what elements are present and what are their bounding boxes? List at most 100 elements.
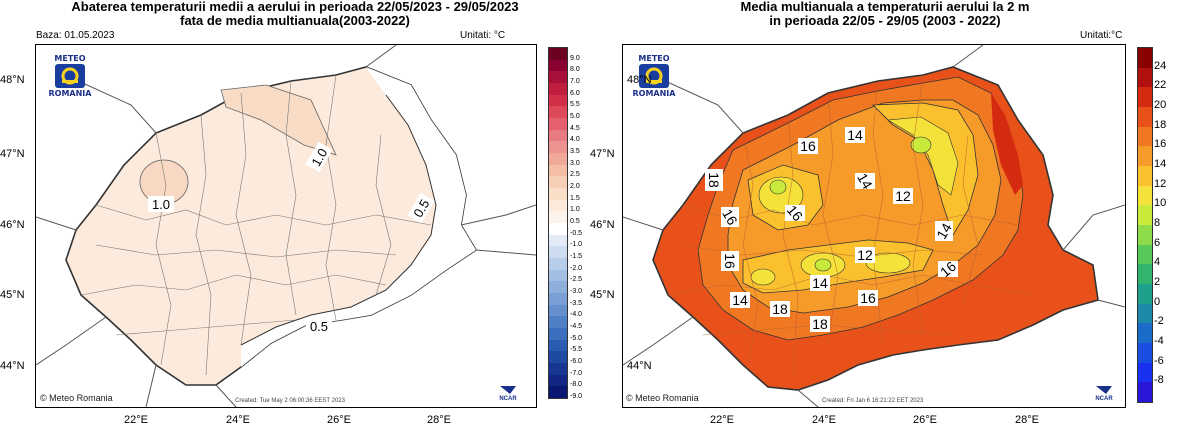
copyright-label: © Meteo Romania — [40, 393, 113, 403]
ncar-icon — [1096, 386, 1112, 394]
colorbar-cell — [1138, 67, 1152, 88]
map-title-line1: Media multianuala a temperaturii aerului… — [740, 0, 1030, 14]
low-anomaly-region — [241, 67, 476, 367]
colorbar-cell — [549, 59, 567, 72]
colorbar-cell — [549, 339, 567, 352]
colorbar-tick-label: 10 — [1154, 197, 1167, 210]
colorbar-tick-label: -4.5 — [570, 323, 583, 330]
colorbar-cell — [549, 269, 567, 282]
map-title-line2: in perioada 22/05 - 29/05 (2003 - 2022) — [769, 13, 1001, 28]
contour-label: 12 — [895, 188, 911, 204]
colorbar-cell — [549, 258, 567, 271]
colorbar-cell — [1138, 166, 1152, 187]
anomaly-map-svg: 1.0 1.0 0.5 0.5 — [36, 45, 536, 407]
logo-icon — [639, 64, 669, 88]
lon-label: 24°E — [226, 414, 250, 426]
colorbar-tick-label: 1.0 — [570, 206, 580, 214]
colorbar-cell — [1138, 362, 1152, 383]
colorbar-cell — [549, 281, 567, 294]
colorbar-tick-label: 14 — [1154, 158, 1167, 170]
colorbar-cell — [549, 363, 567, 376]
colorbar-tick-label: -5.5 — [570, 346, 583, 354]
colorbar-tick-label: -1.0 — [570, 241, 583, 249]
colorbar-tick-label: -7.0 — [570, 369, 583, 377]
contour-label: 18 — [706, 172, 722, 188]
colorbar-cell — [549, 199, 567, 212]
colorbar-tick-label: 0 — [1154, 295, 1161, 308]
colorbar-cell — [549, 293, 567, 306]
contour-label: 14 — [847, 127, 863, 143]
contour-label: 14 — [854, 170, 876, 192]
contour-label: 18 — [812, 316, 828, 332]
colorbar-tick-label: -6.0 — [570, 358, 583, 365]
colorbar-cell — [1138, 225, 1152, 246]
colorbar-cell — [1138, 107, 1152, 128]
colorbar-cell — [549, 83, 567, 96]
colorbar-tick-label: 4.5 — [570, 124, 580, 132]
colorbar-tick-label: -2.5 — [570, 276, 583, 284]
ncar-icon — [500, 386, 516, 394]
colorbar-tick-label: 7.0 — [570, 78, 580, 85]
colorbar-cell — [1138, 264, 1152, 285]
lat-label: 44°N — [0, 360, 25, 372]
ncar-logo: NCAR — [499, 384, 517, 402]
zone-10-12 — [750, 268, 776, 286]
colorbar-tick-label: 8.0 — [570, 66, 580, 74]
colorbar-cell — [549, 351, 567, 364]
colorbar-tick-label: 2 — [1154, 276, 1161, 288]
colorbar-cell — [549, 71, 567, 84]
colorbar-cell — [1138, 185, 1152, 206]
mean-temperature-map-panel: Media multianuala a temperaturii aerului… — [590, 0, 1179, 432]
colorbar-cell — [1138, 126, 1152, 147]
units-label: Unitati:°C — [1080, 30, 1123, 41]
colorbar-cell — [1138, 244, 1152, 265]
zone-8-10 — [814, 258, 832, 272]
mean-temperature-map-svg: 14 16 18 16 16 14 12 14 16 12 — [623, 45, 1125, 407]
lon-label: 26°E — [327, 414, 351, 426]
colorbar-tick-label: 22 — [1154, 79, 1167, 92]
colorbar-tick-label: 12 — [1154, 177, 1167, 190]
colorbar-tick-label: -4 — [1154, 335, 1164, 347]
colorbar-cell — [549, 223, 567, 236]
contour-label: 0.5 — [310, 319, 328, 334]
contour-label: 12 — [857, 247, 873, 263]
lon-label: 28°E — [1015, 414, 1039, 426]
lon-label: 28°E — [427, 414, 451, 426]
colorbar-tick-label: -8 — [1154, 374, 1164, 387]
colorbar-cell — [549, 141, 567, 154]
neighbour-borders — [623, 45, 1125, 407]
colorbar-tick-label: 1.5 — [570, 194, 580, 202]
base-date: Baza: 01.05.2023 — [36, 30, 115, 41]
contour-label: 14 — [812, 275, 828, 291]
colorbar-cell — [549, 94, 567, 107]
colorbar-cell — [1138, 87, 1152, 108]
contour-label: 16 — [722, 253, 738, 269]
logo-icon — [55, 64, 85, 88]
colorbar-cell — [549, 328, 567, 341]
anomaly-colorbar — [548, 47, 568, 399]
colorbar-cell — [1138, 323, 1152, 344]
contour-label: 16 — [719, 206, 741, 228]
colorbar-tick-label: 6.0 — [570, 89, 580, 97]
colorbar-tick-label: 5.5 — [570, 101, 580, 109]
colorbar-cell — [549, 386, 567, 399]
colorbar-cell — [549, 234, 567, 247]
meteo-romania-logo: METEO ROMANIA — [48, 54, 92, 98]
colorbar-tick-label: 3.5 — [570, 148, 580, 155]
colorbar-cell — [1138, 382, 1152, 403]
map-title-line2: fata de media multianuala(2003-2022) — [180, 13, 410, 28]
colorbar-cell — [1138, 48, 1152, 69]
colorbar-tick-label: 4.0 — [570, 136, 580, 144]
colorbar-cell — [549, 153, 567, 166]
lon-label: 24°E — [812, 414, 836, 426]
units-label: Unitati: °C — [460, 30, 506, 41]
colorbar-tick-label: -3.5 — [570, 299, 583, 307]
meteo-romania-logo: METEO ROMANIA — [632, 54, 676, 98]
colorbar-cell — [549, 211, 567, 224]
zone-8-10 — [910, 136, 932, 154]
contour-label: 18 — [772, 301, 788, 317]
colorbar-cell — [549, 246, 567, 259]
colorbar-cell — [549, 164, 567, 177]
colorbar-tick-label: -0.5 — [570, 229, 583, 237]
contour-label: 1.0 — [152, 197, 170, 212]
